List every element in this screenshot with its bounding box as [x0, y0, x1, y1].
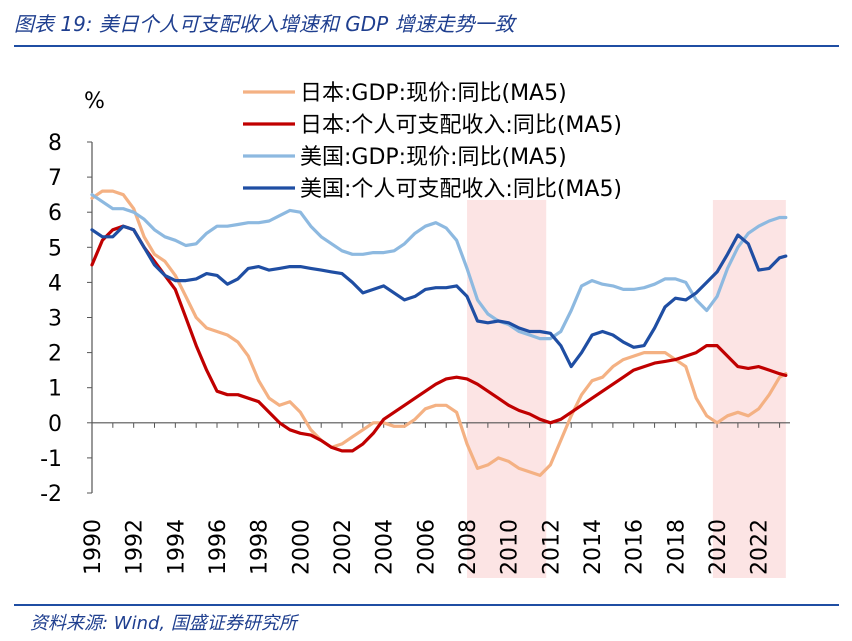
series-line-3 — [90, 224, 788, 369]
figure-title: 图表 19: 美日个人可支配收入增速和 GDP 增速走势一致 — [14, 12, 515, 36]
x-tick-label: 2018 — [664, 519, 689, 575]
y-tick-label: -2 — [40, 482, 62, 507]
legend-label-1: 日本:个人可支配收入:同比(MA5) — [300, 113, 622, 138]
x-tick-label: 1998 — [248, 519, 273, 575]
y-tick-label: 3 — [48, 307, 62, 332]
x-tick-label: 2004 — [373, 519, 398, 575]
bottom-rule — [14, 604, 839, 606]
legend-label-3: 美国:个人可支配收入:同比(MA5) — [300, 177, 622, 202]
y-tick-label: 4 — [48, 271, 62, 296]
y-unit-label: % — [84, 89, 105, 114]
x-tick-label: 2002 — [331, 519, 356, 575]
y-tick-label: 2 — [48, 342, 62, 367]
y-tick-labels: 8 7 6 5 4 3 2 1 0 -1 -2 — [40, 131, 62, 507]
x-tick-label: 1994 — [164, 519, 189, 575]
x-tick-label: 2014 — [581, 519, 606, 575]
x-tick-label: 2022 — [748, 519, 773, 575]
y-tick-label: 5 — [48, 236, 62, 261]
x-tick-label: 2016 — [623, 519, 648, 575]
x-tick-label: 2020 — [706, 519, 731, 575]
x-tick-labels: 1990 1992 1994 1996 1998 2000 2002 2004 2006 2008… — [81, 519, 773, 575]
y-tick-label: 8 — [48, 131, 62, 156]
series-lines — [90, 189, 788, 477]
y-tick-label: 6 — [48, 201, 62, 226]
y-tick-label: 7 — [48, 166, 62, 191]
y-tick-label: 0 — [48, 412, 62, 437]
x-tick-label: 1992 — [123, 519, 148, 575]
legend-label-0: 日本:GDP:现价:同比(MA5) — [300, 81, 567, 106]
x-tick-label: 2008 — [456, 519, 481, 575]
source-note: 资料来源: Wind, 国盛证券研究所 — [30, 613, 297, 634]
series-line-0 — [90, 189, 788, 477]
series-line-2 — [90, 193, 788, 341]
x-tick-label: 2006 — [414, 519, 439, 575]
x-tick-label: 2000 — [289, 519, 314, 575]
x-tick-label: 2010 — [498, 519, 523, 575]
legend-label-2: 美国:GDP:现价:同比(MA5) — [300, 145, 567, 170]
y-tick-label: -1 — [40, 447, 62, 472]
x-tick-label: 1990 — [81, 519, 106, 575]
x-tick-label: 1996 — [206, 519, 231, 575]
y-tick-label: 1 — [48, 377, 62, 402]
x-tick-label: 2012 — [539, 519, 564, 575]
legend: 日本:GDP:现价:同比(MA5) 日本:个人可支配收入:同比(MA5) 美国:GD… — [243, 81, 622, 202]
shaded-period-0 — [467, 200, 547, 578]
top-rule — [14, 45, 839, 47]
series-line-1 — [90, 224, 788, 453]
